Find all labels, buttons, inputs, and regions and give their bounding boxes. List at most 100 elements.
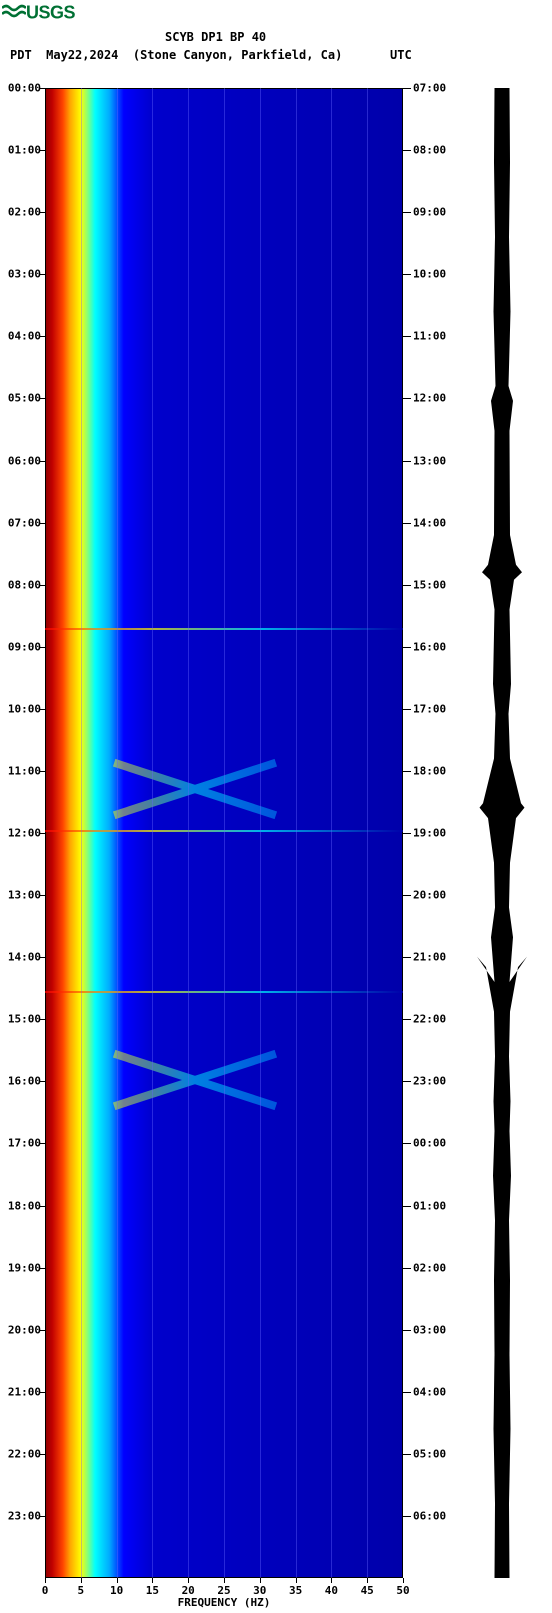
y-tick <box>40 647 45 648</box>
y-tick <box>40 1454 45 1455</box>
y-label-right: 14:00 <box>413 516 446 529</box>
y-label-left: 15:00 <box>8 1013 41 1026</box>
y-label-right: 17:00 <box>413 702 446 715</box>
y-label-left: 08:00 <box>8 578 41 591</box>
x-tick <box>152 1578 153 1583</box>
y-label-right: 01:00 <box>413 1199 446 1212</box>
y-label-left: 10:00 <box>8 702 41 715</box>
y-label-right: 00:00 <box>413 1137 446 1150</box>
y-label-right: 12:00 <box>413 392 446 405</box>
y-label-right: 22:00 <box>413 1013 446 1026</box>
y-label-left: 04:00 <box>8 330 41 343</box>
x-label: 50 <box>396 1584 409 1597</box>
gridline <box>152 88 153 1578</box>
y-label-right: 18:00 <box>413 764 446 777</box>
y-tick <box>40 1268 45 1269</box>
y-tick <box>403 585 411 586</box>
y-tick <box>403 1081 411 1082</box>
y-tick <box>40 212 45 213</box>
y-tick <box>40 336 45 337</box>
y-label-left: 13:00 <box>8 889 41 902</box>
y-label-right: 19:00 <box>413 827 446 840</box>
y-label-right: 08:00 <box>413 144 446 157</box>
y-tick <box>403 1019 411 1020</box>
usgs-logo: USGS <box>2 2 75 25</box>
y-tick <box>403 150 411 151</box>
y-tick <box>403 523 411 524</box>
y-tick <box>40 1392 45 1393</box>
y-label-left: 01:00 <box>8 144 41 157</box>
x-axis: FREQUENCY (HZ) 05101520253035404550 <box>45 1578 403 1608</box>
x-tick <box>260 1578 261 1583</box>
x-label: 0 <box>42 1584 49 1597</box>
x-tick <box>81 1578 82 1583</box>
y-label-left: 12:00 <box>8 827 41 840</box>
spectrogram-feature <box>110 1050 280 1110</box>
y-tick <box>40 523 45 524</box>
y-tick <box>40 957 45 958</box>
y-tick <box>40 1330 45 1331</box>
x-label: 30 <box>253 1584 266 1597</box>
wave-icon <box>2 2 26 25</box>
x-label: 25 <box>217 1584 230 1597</box>
y-label-right: 13:00 <box>413 454 446 467</box>
y-axis-left: 00:0001:0002:0003:0004:0005:0006:0007:00… <box>0 88 45 1578</box>
y-tick <box>403 771 411 772</box>
y-tick <box>403 709 411 710</box>
y-tick <box>40 150 45 151</box>
x-tick <box>117 1578 118 1583</box>
y-tick <box>40 895 45 896</box>
y-label-right: 07:00 <box>413 82 446 95</box>
gridline <box>188 88 189 1578</box>
header-left: PDT May22,2024 (Stone Canyon, Parkfield,… <box>10 48 342 62</box>
y-label-left: 07:00 <box>8 516 41 529</box>
y-tick <box>403 1392 411 1393</box>
chart-title: SCYB DP1 BP 40 <box>165 30 266 44</box>
y-label-right: 04:00 <box>413 1385 446 1398</box>
y-tick <box>403 336 411 337</box>
y-tick <box>40 585 45 586</box>
y-label-left: 18:00 <box>8 1199 41 1212</box>
x-tick <box>367 1578 368 1583</box>
x-axis-title: FREQUENCY (HZ) <box>178 1596 271 1609</box>
y-label-left: 02:00 <box>8 206 41 219</box>
y-tick <box>403 833 411 834</box>
gridline <box>117 88 118 1578</box>
y-tick <box>40 274 45 275</box>
y-label-left: 17:00 <box>8 1137 41 1150</box>
spectrogram-feature <box>110 759 280 819</box>
x-tick <box>188 1578 189 1583</box>
y-tick <box>403 647 411 648</box>
y-tick <box>403 895 411 896</box>
y-label-right: 11:00 <box>413 330 446 343</box>
gridline <box>367 88 368 1578</box>
y-tick <box>403 1206 411 1207</box>
y-label-left: 16:00 <box>8 1075 41 1088</box>
x-label: 10 <box>110 1584 123 1597</box>
y-label-right: 05:00 <box>413 1447 446 1460</box>
y-tick <box>403 461 411 462</box>
x-tick <box>45 1578 46 1583</box>
y-tick <box>40 833 45 834</box>
y-tick <box>403 1143 411 1144</box>
y-label-right: 16:00 <box>413 640 446 653</box>
x-tick <box>296 1578 297 1583</box>
y-label-right: 10:00 <box>413 268 446 281</box>
y-tick <box>403 1454 411 1455</box>
y-tick <box>40 398 45 399</box>
y-label-left: 20:00 <box>8 1323 41 1336</box>
x-label: 45 <box>361 1584 374 1597</box>
y-label-right: 21:00 <box>413 951 446 964</box>
y-label-right: 09:00 <box>413 206 446 219</box>
y-label-left: 23:00 <box>8 1509 41 1522</box>
y-tick <box>403 274 411 275</box>
y-tick <box>40 461 45 462</box>
x-tick <box>224 1578 225 1583</box>
y-label-right: 03:00 <box>413 1323 446 1336</box>
y-tick <box>40 1081 45 1082</box>
y-label-left: 03:00 <box>8 268 41 281</box>
y-label-left: 05:00 <box>8 392 41 405</box>
y-label-left: 19:00 <box>8 1261 41 1274</box>
y-label-right: 20:00 <box>413 889 446 902</box>
y-tick <box>40 1206 45 1207</box>
